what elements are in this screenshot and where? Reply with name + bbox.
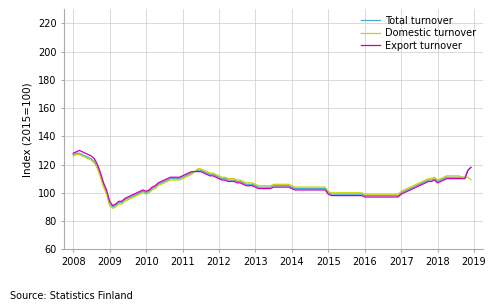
Total turnover [110, 205, 116, 209]
Line: Domestic turnover: Domestic turnover [73, 155, 471, 208]
Domestic turnover [198, 167, 204, 171]
Export turnover [106, 199, 112, 203]
Line: Total turnover: Total turnover [73, 153, 471, 207]
Export turnover [76, 149, 82, 152]
Total turnover [73, 151, 79, 155]
Domestic turnover [73, 153, 79, 157]
Domestic turnover [106, 204, 112, 207]
Domestic turnover [468, 178, 474, 182]
Total turnover [398, 191, 404, 195]
Legend: Total turnover, Domestic turnover, Export turnover: Total turnover, Domestic turnover, Expor… [359, 14, 478, 53]
Export turnover [468, 165, 474, 169]
Domestic turnover [70, 154, 76, 158]
Domestic turnover [398, 189, 404, 193]
Total turnover [468, 165, 474, 169]
Export turnover [398, 192, 404, 196]
Domestic turnover [110, 206, 116, 210]
Export turnover [395, 195, 401, 199]
Total turnover [125, 197, 131, 200]
Total turnover [210, 173, 216, 176]
Export turnover [70, 151, 76, 155]
Line: Export turnover: Export turnover [73, 150, 471, 206]
Export turnover [210, 174, 216, 178]
Domestic turnover [210, 171, 216, 175]
Total turnover [395, 194, 401, 197]
Y-axis label: Index (2015=100): Index (2015=100) [22, 82, 32, 177]
Export turnover [110, 204, 116, 207]
Export turnover [125, 195, 131, 199]
Text: Source: Statistics Finland: Source: Statistics Finland [10, 291, 133, 301]
Domestic turnover [125, 198, 131, 202]
Total turnover [106, 202, 112, 206]
Export turnover [198, 170, 204, 173]
Total turnover [198, 168, 204, 172]
Domestic turnover [395, 192, 401, 196]
Total turnover [70, 153, 76, 157]
